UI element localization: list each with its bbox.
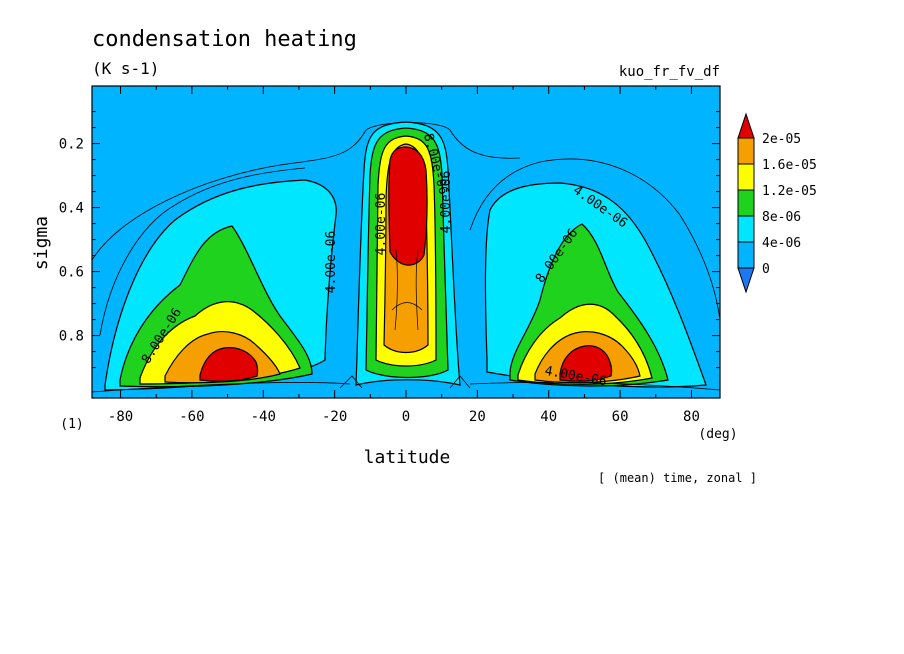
x-tick-label: -20 <box>322 409 347 425</box>
footnote: [ (mean) time, zonal ] <box>598 471 757 485</box>
equator-inner-contours <box>391 249 423 331</box>
x-tick-label: -40 <box>251 409 276 425</box>
y-axis-unit: (1) <box>60 417 83 432</box>
colorbar-label: 2e-05 <box>762 132 801 147</box>
colorbar-top-arrow <box>737 112 755 139</box>
x-axis: -80 -60 -40 -20 0 20 40 60 80 <box>108 86 700 425</box>
south-band-2e-05 <box>199 347 259 382</box>
chart-units: (K s-1) <box>92 59 159 78</box>
contour-plot <box>92 86 720 398</box>
colorbar-swatch <box>737 137 755 165</box>
north-band-2e-05 <box>559 345 613 382</box>
chart-title: condensation heating <box>92 27 357 52</box>
y-tick-label: 0.8 <box>59 329 84 345</box>
equator-band-2e-05 <box>388 146 428 266</box>
contour-label: 4.00e-06 <box>324 231 339 294</box>
x-tick-label: 60 <box>612 409 629 425</box>
colorbar-swatch <box>737 241 755 269</box>
y-tick-label: 0.2 <box>59 137 84 153</box>
x-tick-label: 20 <box>469 409 486 425</box>
y-axis-title: sigma <box>31 216 52 270</box>
contour-label: 4.00e-06 <box>439 171 454 234</box>
surface-contour <box>92 375 720 393</box>
y-tick-label: 0.4 <box>59 201 84 217</box>
colorbar-swatch <box>737 189 755 217</box>
colorbar-label: 8e-06 <box>762 210 801 225</box>
colorbar-label: 4e-06 <box>762 236 801 251</box>
x-axis-unit: (deg) <box>698 427 737 442</box>
colorbar-label: 1.6e-05 <box>762 158 817 173</box>
x-tick-label: 40 <box>540 409 557 425</box>
y-tick-label: 0.6 <box>59 265 84 281</box>
x-tick-label: -60 <box>179 409 204 425</box>
contour-label: 4.00e-06 <box>374 193 389 256</box>
equator-contour-outer <box>92 122 521 261</box>
colorbar-bottom-arrow <box>737 267 755 294</box>
x-tick-label: -80 <box>108 409 133 425</box>
x-tick-label: 80 <box>683 409 700 425</box>
x-tick-label: 0 <box>402 409 410 425</box>
y-axis: 0.2 0.4 0.6 0.8 <box>59 111 720 369</box>
south-contour-thin <box>99 167 306 336</box>
colorbar-label: 0 <box>762 262 770 277</box>
experiment-label: kuo_fr_fv_df <box>619 64 720 80</box>
colorbar-swatch <box>737 215 755 243</box>
x-axis-title: latitude <box>364 447 451 468</box>
colorbar-label: 1.2e-05 <box>762 184 817 199</box>
colorbar-swatch <box>737 163 755 191</box>
colorbar: 2e-05 1.6e-05 1.2e-05 8e-06 4e-06 0 <box>737 112 817 294</box>
north-contour-thin <box>469 158 720 321</box>
